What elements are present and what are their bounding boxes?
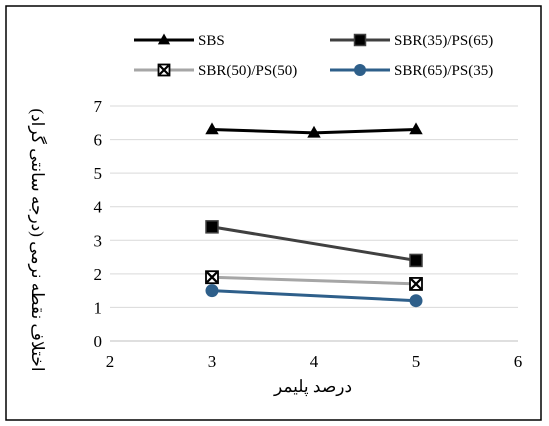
triangle-marker [205, 122, 219, 135]
legend-label: SBR(35)/PS(65) [394, 33, 493, 49]
triangle-marker [409, 122, 423, 135]
series-group [205, 122, 423, 308]
legend-item: SBS [134, 33, 225, 49]
axes: 0 1 2 3 4 5 6 7 2 3 4 5 6 [94, 97, 523, 371]
y-tick-label: 0 [94, 332, 103, 351]
square-marker [205, 220, 219, 234]
square-marker [353, 33, 367, 47]
series-line [211, 275, 417, 286]
y-tick-label: 5 [94, 164, 103, 183]
circle-marker [409, 294, 423, 308]
x-tick-label: 6 [514, 352, 523, 371]
series-line [211, 225, 417, 262]
legend-item: SBR(50)/PS(50) [134, 63, 297, 79]
y-tick-label: 2 [94, 265, 103, 284]
legend: SBS SBR(35)/PS(65) SBR(50)/PS(50) SBR(65)/P… [134, 33, 493, 79]
y-tick-label: 1 [94, 298, 103, 317]
series-sbr-35-ps-65- [205, 220, 423, 268]
square-marker [409, 253, 423, 268]
legend-label: SBR(50)/PS(50) [198, 63, 297, 79]
legend-item: SBR(65)/PS(35) [330, 63, 493, 79]
x-tick-label: 2 [106, 352, 115, 371]
series-sbr-50-ps-50- [205, 270, 423, 291]
y-axis-title: اختلاف نقطه نرمی (درجه سانتی گراد) [27, 108, 48, 371]
square-x-marker [409, 277, 423, 291]
y-tick-label: 6 [94, 131, 103, 150]
series-line [211, 289, 417, 303]
x-tick-label: 4 [310, 352, 319, 371]
series-sbr-65-ps-35- [205, 284, 423, 308]
legend-item: SBR(35)/PS(65) [330, 33, 493, 49]
legend-label: SBR(65)/PS(35) [394, 63, 493, 79]
legend-label: SBS [198, 33, 225, 49]
x-tick-label: 3 [208, 352, 217, 371]
square-x-marker [157, 63, 171, 77]
chart-border [5, 5, 542, 421]
circle-marker [354, 64, 366, 76]
square-x-marker [205, 270, 219, 285]
x-axis-title: درصد پلیمر [273, 377, 352, 397]
gridlines [110, 105, 518, 308]
y-tick-label: 4 [94, 198, 103, 217]
x-tick-label: 5 [412, 352, 421, 371]
series-sbs [205, 122, 423, 138]
circle-marker [205, 284, 219, 298]
y-tick-label: 7 [94, 97, 103, 116]
triangle-marker [157, 33, 171, 45]
triangle-marker [307, 125, 321, 138]
y-tick-label: 3 [94, 231, 103, 250]
